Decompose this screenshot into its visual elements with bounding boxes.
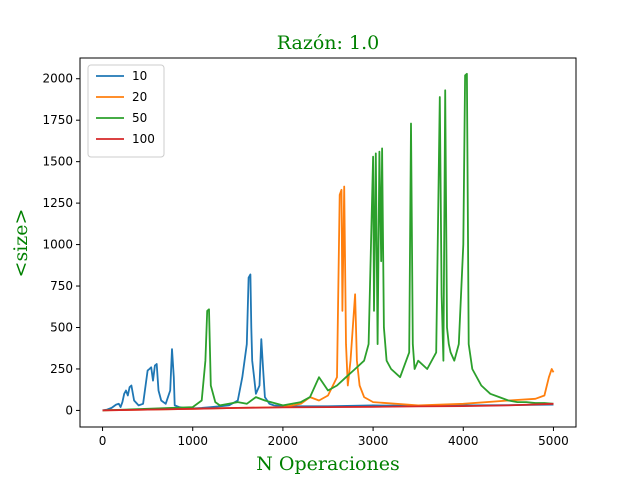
- series-line-50: [102, 72, 554, 412]
- chart-title: Razón: 1.0: [277, 32, 379, 54]
- y-tick-label: 0: [65, 403, 73, 417]
- x-tick-label: 1000: [177, 434, 208, 448]
- y-tick-label: 500: [50, 320, 73, 334]
- x-axis-label: N Operaciones: [256, 453, 399, 475]
- x-tick-label: 4000: [448, 434, 479, 448]
- y-axis-label: <size>: [10, 209, 32, 278]
- y-tick-label: 250: [50, 362, 73, 376]
- legend-label-10: 10: [132, 69, 147, 83]
- series-line-10: [102, 273, 554, 412]
- y-tick-label: 750: [50, 279, 73, 293]
- y-tick-label: 1250: [42, 196, 73, 210]
- legend-box: [87, 64, 165, 158]
- x-tick-label: 5000: [538, 434, 569, 448]
- legend-label-100: 100: [132, 132, 155, 146]
- series-line-20: [102, 185, 555, 412]
- y-tick-label: 2000: [42, 72, 73, 86]
- x-tick-label: 0: [99, 434, 107, 448]
- plot-frame: [79, 57, 577, 428]
- legend-label-20: 20: [132, 90, 147, 104]
- y-tick-label: 1000: [42, 238, 73, 252]
- legend-label-50: 50: [132, 111, 147, 125]
- series-line-100: [102, 402, 554, 412]
- y-tick-label: 1500: [42, 155, 73, 169]
- x-tick-label: 3000: [358, 434, 389, 448]
- x-tick-label: 2000: [268, 434, 299, 448]
- y-tick-label: 1750: [42, 113, 73, 127]
